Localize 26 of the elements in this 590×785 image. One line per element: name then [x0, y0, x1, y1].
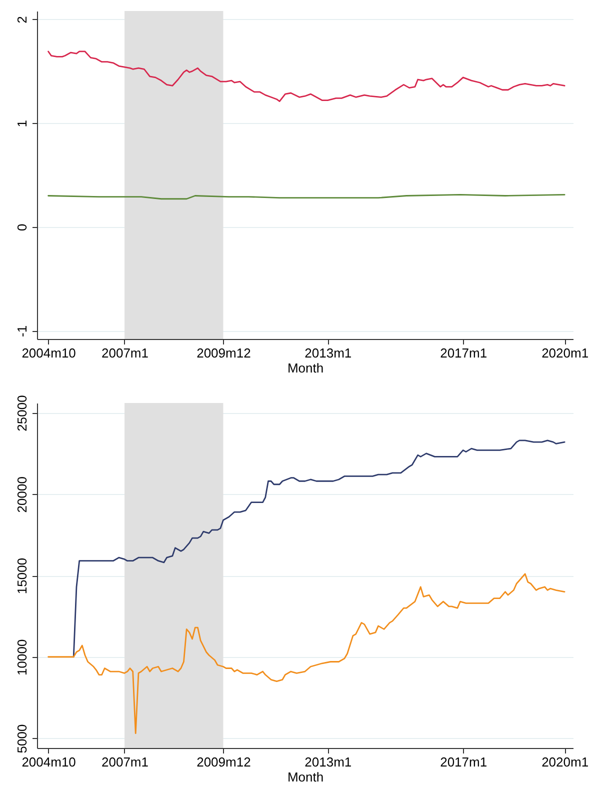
y-tick-label: 20000: [14, 476, 30, 513]
x-tick-label: 2017m1: [440, 754, 488, 770]
x-tick-label: 2007m1: [102, 346, 148, 360]
x-tick-label: 2004m10: [22, 754, 76, 770]
line-series: [48, 573, 566, 734]
x-tick-label: 2007m1: [102, 754, 148, 770]
x-tick-label: 2020m1: [542, 346, 589, 360]
x-axis-title: Month: [287, 770, 324, 784]
line-series: [48, 50, 566, 102]
y-tick-label: 1: [14, 120, 30, 128]
x-tick-label: 2020m1: [542, 754, 589, 770]
y-tick-label: 0: [14, 224, 30, 232]
x-tick-label: 2004m10: [22, 346, 76, 360]
x-tick-label: 2013m1: [304, 754, 352, 770]
y-tick-label: 5000: [14, 724, 30, 754]
y-tick-label: 15000: [14, 558, 30, 594]
line-series: [72, 440, 566, 658]
x-tick-label: 2017m1: [440, 346, 488, 360]
x-axis-title: Month: [287, 360, 324, 376]
x-tick-label: 2013m1: [304, 346, 352, 360]
x-tick-label: 2009m12: [196, 754, 251, 770]
x-tick-label: 2009m12: [196, 346, 251, 360]
y-tick-label: -1: [14, 325, 30, 337]
y-tick-label: 25000: [14, 395, 30, 432]
y-tick-label: 2: [14, 16, 30, 24]
y-tick-label: 10000: [14, 639, 30, 676]
